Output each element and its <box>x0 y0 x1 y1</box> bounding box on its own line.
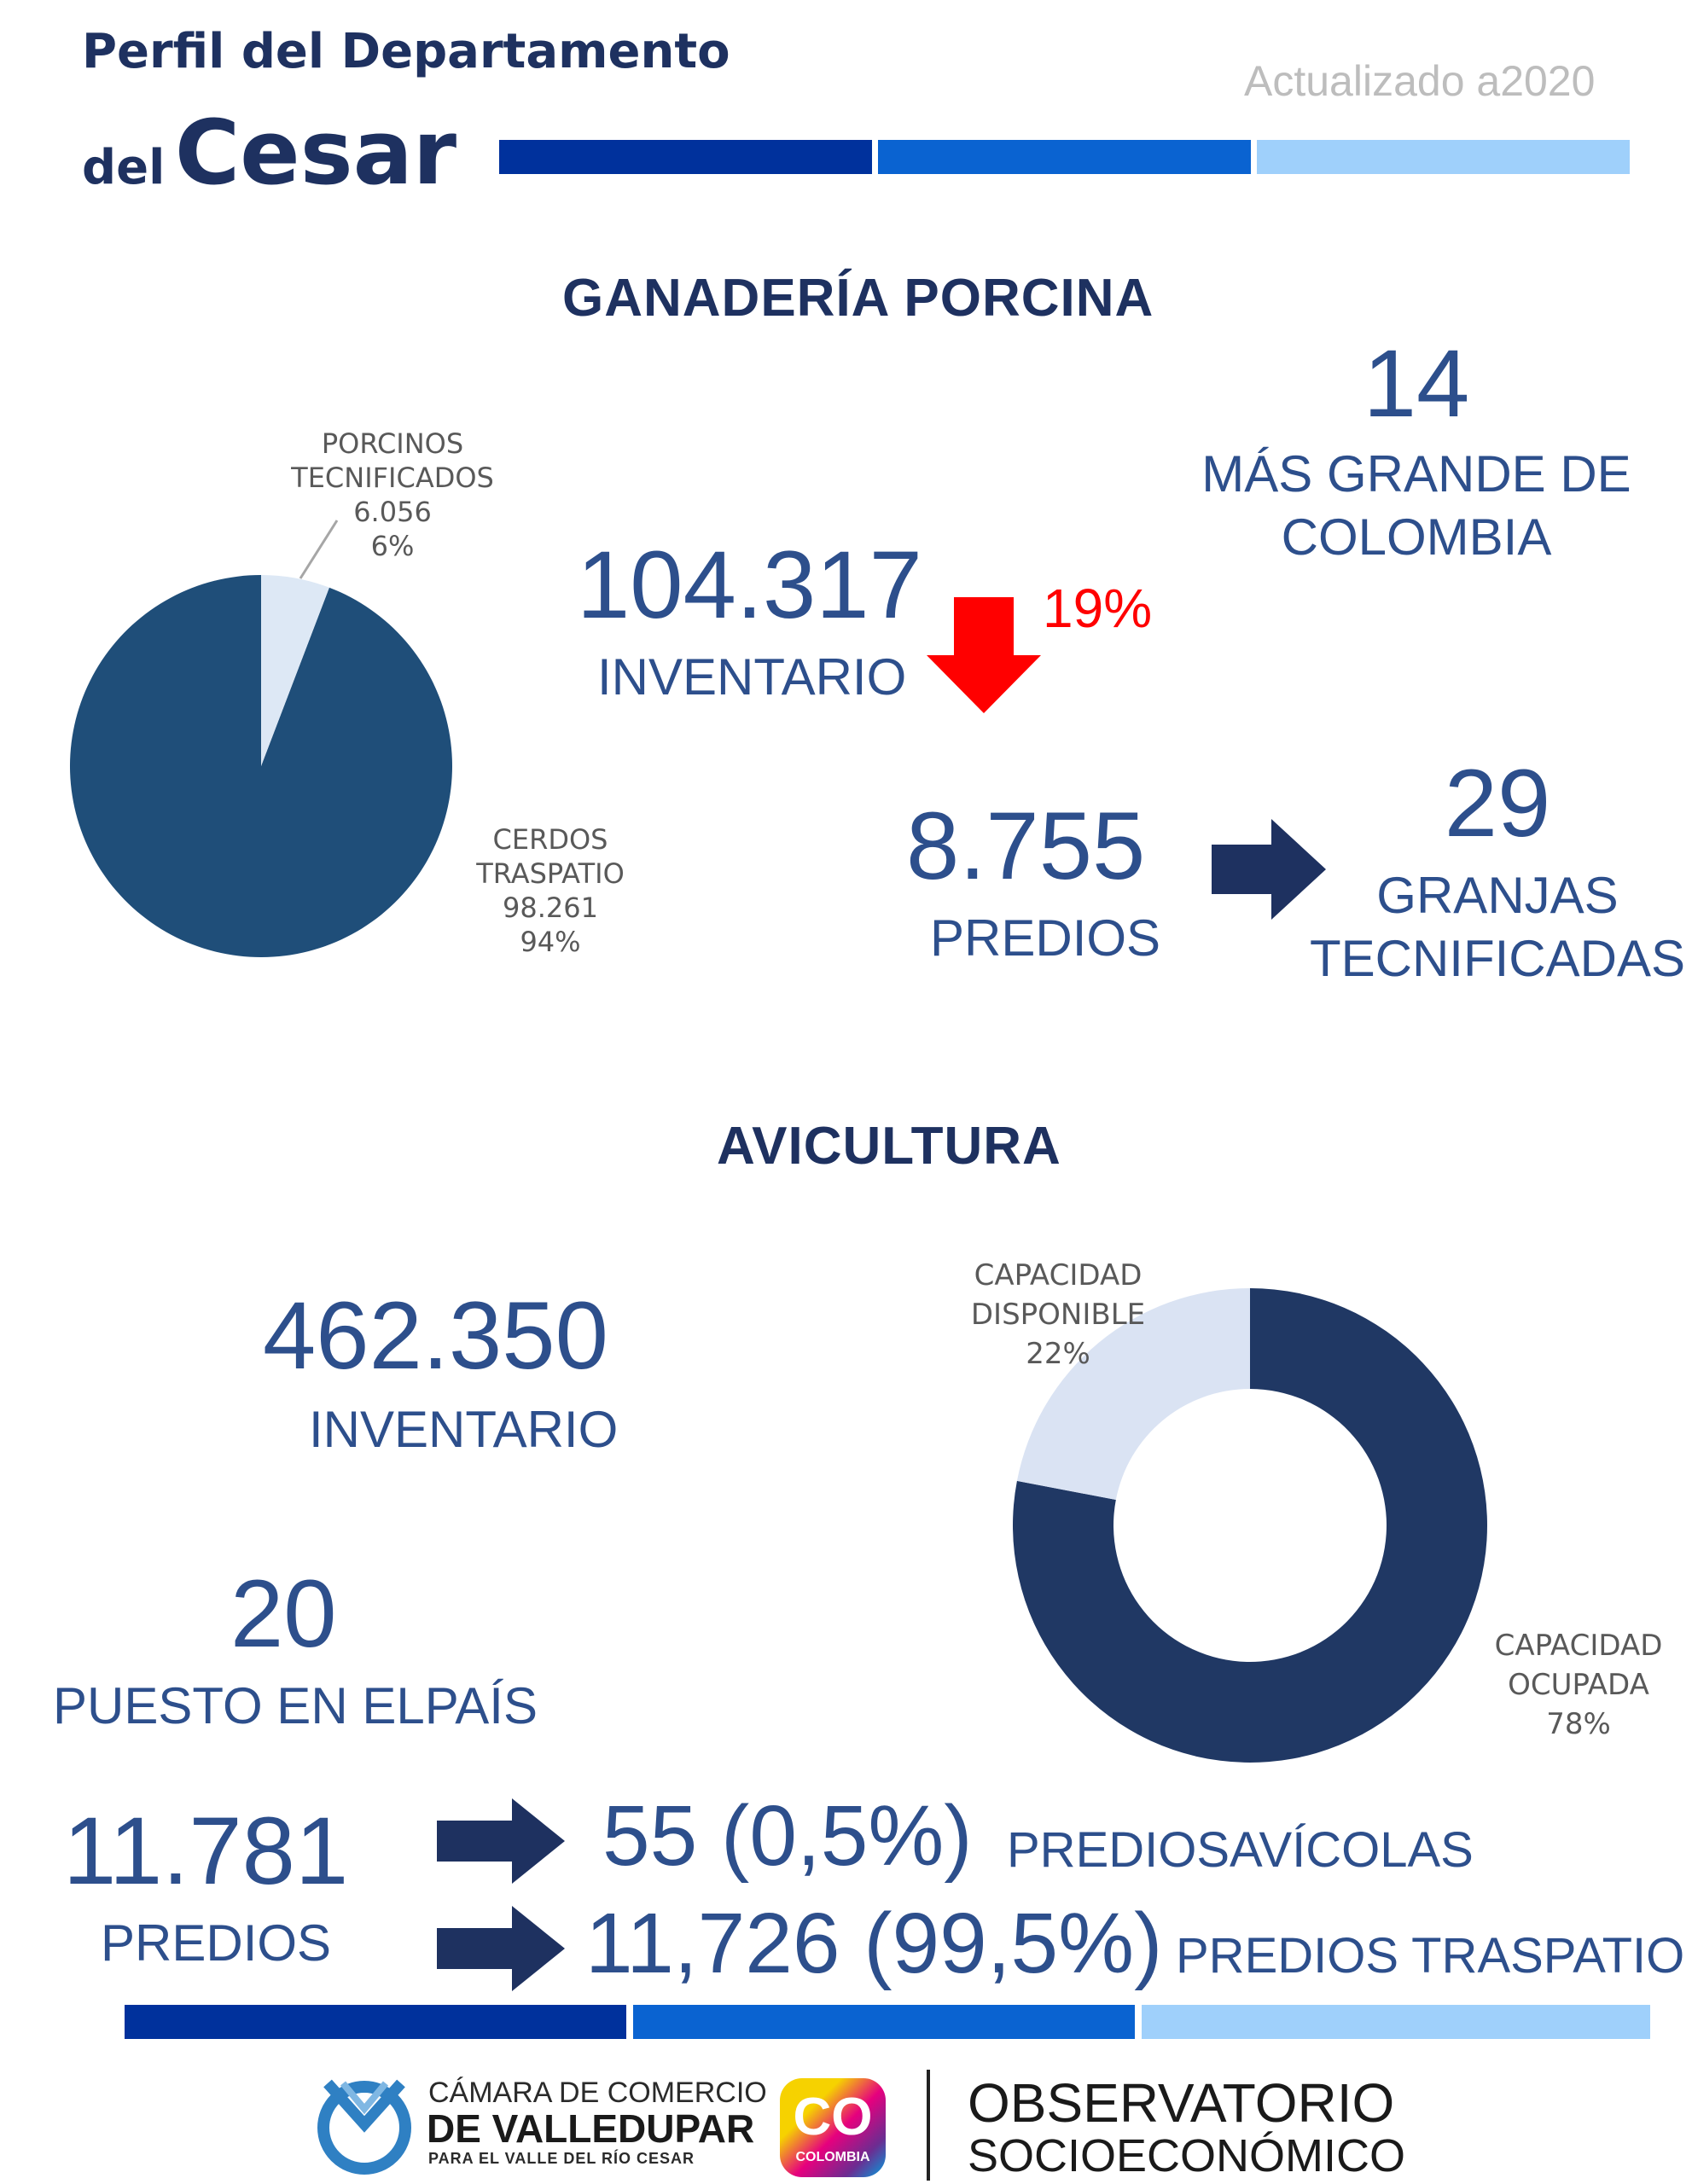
camara-line3: PARA EL VALLE DEL RÍO CESAR <box>428 2150 695 2167</box>
avicultura-rank-value: 20 <box>230 1560 337 1667</box>
donut-label-disponible-percent: 22% <box>1026 1337 1090 1371</box>
pie-leader-line <box>299 520 339 579</box>
updated-date: Actualizado a2020 <box>1244 57 1596 105</box>
observatorio-line1: OBSERVATORIO <box>968 2072 1395 2134</box>
pie-label-traspatio-percent: 94% <box>520 926 581 958</box>
donut-label-disponible-line1: CAPACIDAD <box>974 1258 1143 1292</box>
donut-label-disponible-line2: DISPONIBLE <box>970 1298 1146 1332</box>
pie-label-traspatio-line2: TRASPATIO <box>476 857 625 890</box>
pie-label-traspatio: CERDOS TRASPATIO 98.261 94% <box>427 822 674 959</box>
pie-label-tecnificados-percent: 6% <box>370 530 415 562</box>
page-title-line1: Perfil del Departamento <box>82 24 730 79</box>
avicultura-inventory-label: INVENTARIO <box>309 1401 619 1458</box>
porcina-rank-label-line2: COLOMBIA <box>1281 508 1552 566</box>
donut-label-ocupada-percent: 78% <box>1546 1707 1611 1741</box>
porcina-predios-label: PREDIOS <box>930 909 1161 967</box>
donut-label-ocupada-line1: CAPACIDAD <box>1494 1629 1663 1663</box>
header-bar-dark <box>499 140 872 174</box>
avicultura-donut-chart <box>1013 1288 1487 1763</box>
donut-slice-capacidad-ocupada <box>1013 1288 1487 1763</box>
avicultura-inventory-value: 462.350 <box>263 1282 608 1389</box>
co-logo-text: CO <box>793 2088 873 2146</box>
porcina-predios-value: 8.755 <box>906 793 1146 899</box>
camara-logo: CÁMARA DE COMERCIO DE VALLEDUPAR PARA EL… <box>309 2071 767 2177</box>
pie-label-tecnificados-line2: TECNIFICADOS <box>291 462 494 494</box>
donut-label-ocupada-line2: OCUPADA <box>1508 1668 1649 1702</box>
footer-divider <box>927 2070 930 2181</box>
footer-bar-dark <box>125 2005 626 2039</box>
camara-line2: DE VALLEDUPAR <box>427 2106 755 2151</box>
porcina-inventory-value: 104.317 <box>577 531 922 638</box>
porcina-farms-label-line1: GRANJAS <box>1376 867 1619 924</box>
pie-label-traspatio-line1: CERDOS <box>492 823 608 856</box>
donut-label-ocupada: CAPACIDAD OCUPADA 78% <box>1451 1626 1692 1744</box>
pie-slice-cerdos-traspatio <box>70 575 453 957</box>
co-logo-subtext: COLOMBIA <box>795 2150 870 2164</box>
pie-label-tecnificados-line1: PORCINOS <box>321 427 464 460</box>
avicultura-predios-label: PREDIOS <box>101 1914 332 1972</box>
avicultura-row2-label: PREDIOS TRASPATIO <box>1176 1928 1685 1984</box>
avicultura-row1-value: 55 (0,5%) <box>602 1788 973 1884</box>
page-title-department: Cesar <box>174 101 457 205</box>
porcina-inventory-label: INVENTARIO <box>597 648 907 706</box>
avicultura-rank-label: PUESTO EN ELPAÍS <box>53 1677 538 1734</box>
porcina-rank-value: 14 <box>1363 330 1470 437</box>
porcina-farms-label-line2: TECNIFICADAS <box>1309 930 1686 987</box>
donut-slice-capacidad-disponible <box>1016 1288 1250 1501</box>
header-bar-light <box>1257 140 1630 174</box>
header-bar-mid <box>878 140 1251 174</box>
footer-bar-mid <box>633 2005 1135 2039</box>
pie-label-tecnificados: PORCINOS TECNIFICADOS 6.056 6% <box>256 427 529 563</box>
colombia-co-logo: CO COLOMBIA <box>780 2078 886 2177</box>
page-title-line2: del Cesar <box>82 101 456 205</box>
right-arrow-icon <box>1212 819 1326 920</box>
right-arrow-icon <box>437 1798 565 1884</box>
avicultura-row1-label: PREDIOSAVÍCOLAS <box>1007 1822 1474 1878</box>
section-title-porcina: GANADERÍA PORCINA <box>562 269 1154 328</box>
section-title-avicultura: AVICULTURA <box>717 1117 1061 1176</box>
avicultura-row2-value: 11,726 (99,5%) <box>585 1896 1163 1991</box>
pie-label-tecnificados-value: 6.056 <box>353 496 432 528</box>
porcina-pie-chart <box>70 520 453 957</box>
porcina-farms-value: 29 <box>1444 750 1551 857</box>
pie-label-traspatio-value: 98.261 <box>503 892 598 924</box>
pie-slice-porcinos-tecnificados <box>261 575 329 766</box>
down-arrow-icon <box>927 597 1041 713</box>
porcina-change-percent: 19% <box>1043 578 1153 639</box>
porcina-rank-label: MÁS GRANDE DE COLOMBIA <box>1177 444 1655 568</box>
porcina-farms-label: GRANJAS TECNIFICADAS <box>1297 865 1692 990</box>
footer-bar-light <box>1142 2005 1650 2039</box>
donut-label-disponible: CAPACIDAD DISPONIBLE 22% <box>922 1256 1195 1374</box>
right-arrow-icon <box>437 1906 565 1991</box>
observatorio-line2: SOCIOECONÓMICO <box>968 2130 1406 2181</box>
porcina-rank-label-line1: MÁS GRANDE DE <box>1201 445 1631 502</box>
camara-line1: CÁMARA DE COMERCIO <box>428 2077 767 2109</box>
page-title-prefix: del <box>82 140 166 195</box>
avicultura-predios-value: 11.781 <box>63 1798 349 1904</box>
camara-emblem-icon <box>317 2079 411 2175</box>
